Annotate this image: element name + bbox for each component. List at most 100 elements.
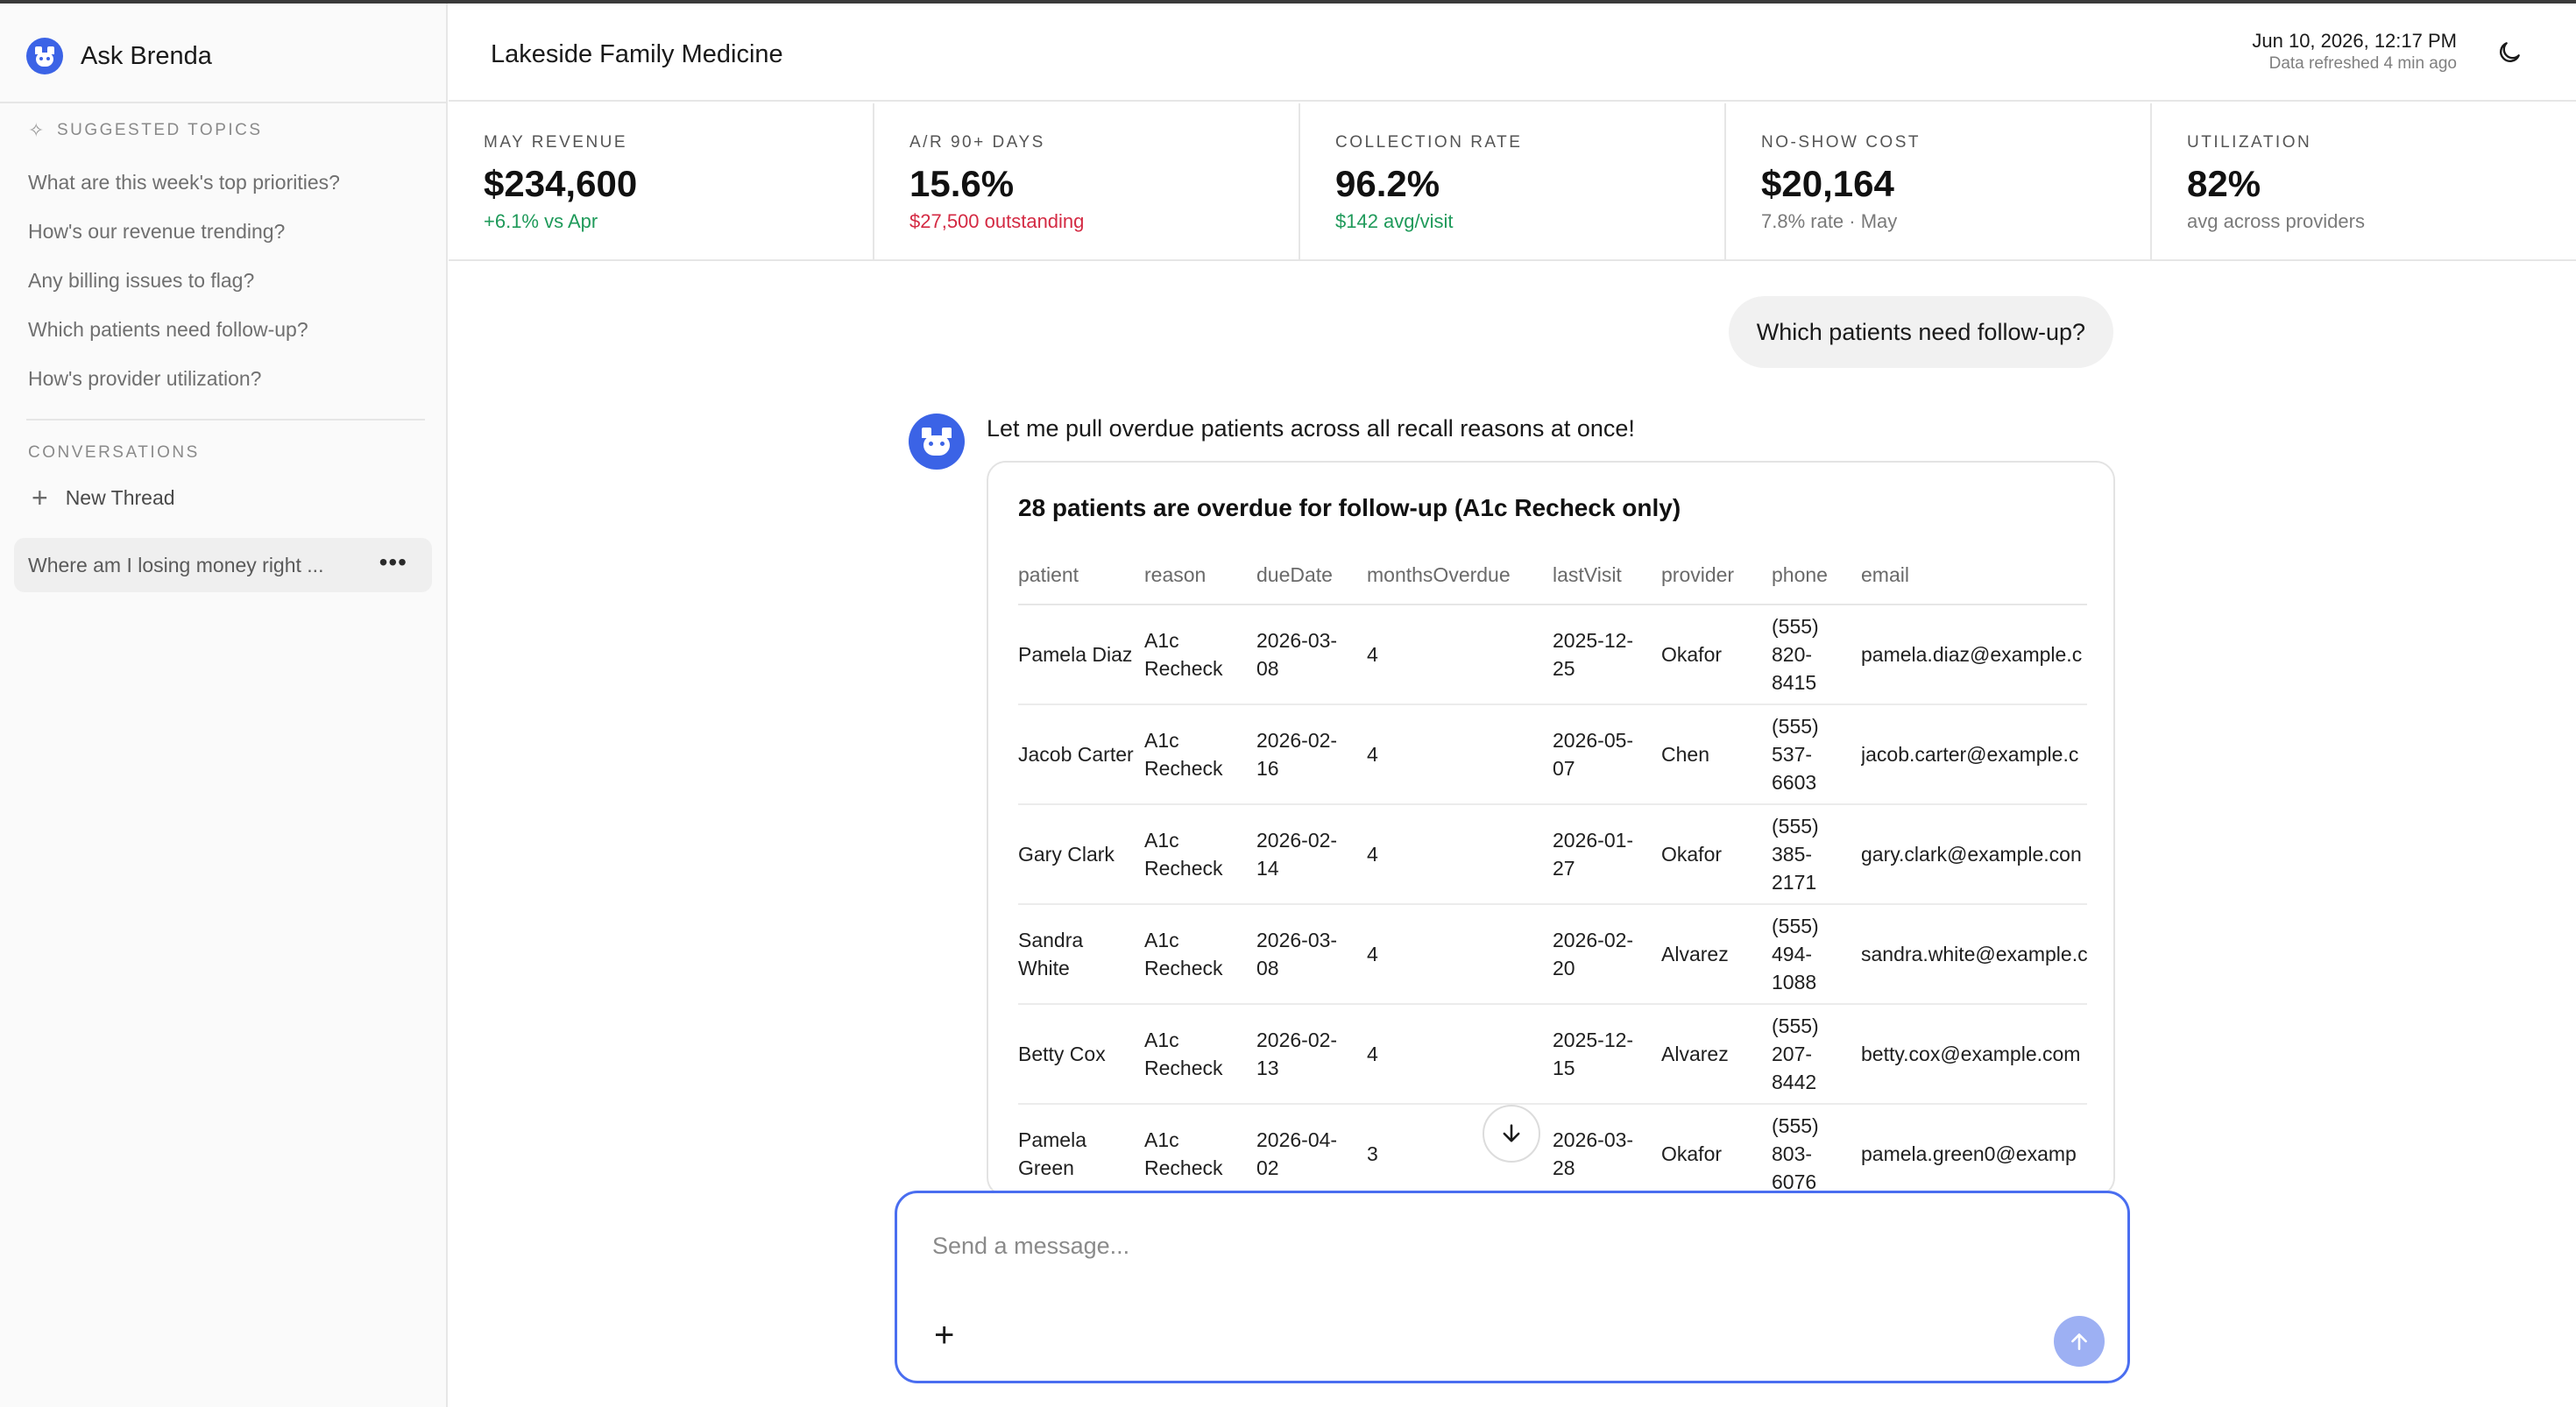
stat-value: 15.6% [909,163,1015,204]
column-header-due-date[interactable]: dueDate [1256,547,1367,605]
user-message-bubble: Which patients need follow-up? [1728,296,2113,368]
table-row: Pamela Diaz A1c Recheck 2026-03-08 4 202… [1018,605,2087,705]
data-refreshed-note: Data refreshed 4 min ago [2268,54,2457,73]
cell-due-date: 2026-03-08 [1256,904,1367,1005]
current-datetime: Jun 10, 2026, 12:17 PM [2252,30,2457,52]
table-row: Jacob Carter A1c Recheck 2026-02-16 4 20… [1018,704,2087,805]
cell-due-date: 2026-04-02 [1256,1104,1367,1195]
assistant-avatar-icon [909,414,965,470]
stat-label: MAY REVENUE [484,133,628,152]
stat-value: $234,600 [484,163,638,204]
conversations-label: CONVERSATIONS [28,443,200,462]
stat-label: UTILIZATION [2187,133,2312,152]
kpi-strip: MAY REVENUE $234,600 +6.1% vs Apr A/R 90… [449,103,2576,261]
moon-icon[interactable] [2495,39,2523,67]
cell-patient: Pamela Green [1018,1104,1144,1195]
cell-email: pamela.diaz@example.c [1861,605,2087,705]
results-card-title: 28 patients are overdue for follow-up (A… [1018,494,1681,521]
plus-icon: + [32,482,48,513]
stat-no-show-cost: NO-SHOW COST $20,164 7.8% rate · May [1726,103,2152,259]
results-table-scroll-area[interactable]: patient reason dueDate monthsOverdue las… [1018,547,2087,1195]
message-input[interactable] [932,1220,2071,1272]
cell-patient: Gary Clark [1018,804,1144,905]
stat-label: A/R 90+ DAYS [909,133,1045,152]
suggested-topic-item[interactable]: What are this week's top priorities? [28,170,340,194]
suggested-topic-item[interactable]: How's our revenue trending? [28,219,286,243]
stat-subtext: $142 avg/visit [1335,210,1454,232]
suggested-topics-label: SUGGESTED TOPICS [56,121,263,139]
conversation-item[interactable]: Where am I losing money right ... ••• [14,538,432,592]
cell-phone: (555) 537-6603 [1772,704,1861,805]
cell-reason: A1c Recheck [1144,704,1256,805]
stat-value: 96.2% [1335,163,1440,204]
data-status: Jun 10, 2026, 12:17 PM Data refreshed 4 … [2252,30,2457,74]
column-header-phone[interactable]: phone [1772,547,1861,605]
cell-last-visit: 2025-12-15 [1553,1004,1661,1105]
brenda-logo-icon [26,38,63,74]
suggested-topics-list: What are this week's top priorities? How… [28,158,340,403]
cell-last-visit: 2026-02-20 [1553,904,1661,1005]
cell-email: gary.clark@example.con [1861,804,2087,905]
stat-ar-90-days: A/R 90+ DAYS 15.6% $27,500 outstanding [874,103,1300,259]
stat-may-revenue: MAY REVENUE $234,600 +6.1% vs Apr [449,103,874,259]
cell-reason: A1c Recheck [1144,1104,1256,1195]
cell-email: pamela.green0@examp [1861,1104,2087,1195]
scroll-to-bottom-button[interactable] [1483,1105,1540,1163]
clinic-name: Lakeside Family Medicine [491,40,783,68]
brand[interactable]: Ask Brenda [26,35,212,77]
cell-patient: Sandra White [1018,904,1144,1005]
column-header-email[interactable]: email [1861,547,2087,605]
attach-button[interactable]: + [934,1316,955,1354]
cell-provider: Okafor [1661,605,1772,705]
table-row: Sandra White A1c Recheck 2026-03-08 4 20… [1018,904,2087,1005]
cell-reason: A1c Recheck [1144,1004,1256,1105]
cell-email: betty.cox@example.com [1861,1004,2087,1105]
table-row: Betty Cox A1c Recheck 2026-02-13 4 2025-… [1018,1004,2087,1105]
column-header-months-overdue[interactable]: monthsOverdue [1367,547,1553,605]
stat-subtext: 7.8% rate · May [1761,210,1898,232]
overdue-patients-table: patient reason dueDate monthsOverdue las… [1018,547,2087,1195]
cell-last-visit: 2026-01-27 [1553,804,1661,905]
sparkle-icon: ✧ [28,119,46,141]
cell-due-date: 2026-02-16 [1256,704,1367,805]
cell-phone: (555) 207-8442 [1772,1004,1861,1105]
divider [0,102,446,103]
column-header-patient[interactable]: patient [1018,547,1144,605]
stat-subtext: $27,500 outstanding [909,210,1085,232]
new-thread-button[interactable]: + New Thread [32,484,175,512]
header: Lakeside Family Medicine Jun 10, 2026, 1… [449,4,2576,102]
send-button[interactable] [2054,1316,2105,1367]
suggested-topic-item[interactable]: Which patients need follow-up? [28,317,308,341]
stat-subtext: avg across providers [2187,210,2365,232]
column-header-last-visit[interactable]: lastVisit [1553,547,1661,605]
more-options-icon[interactable]: ••• [379,548,407,576]
assistant-message-text: Let me pull overdue patients across all … [987,415,1635,442]
column-header-provider[interactable]: provider [1661,547,1772,605]
cell-due-date: 2026-02-14 [1256,804,1367,905]
cell-months-overdue: 4 [1367,605,1553,705]
cell-last-visit: 2026-05-07 [1553,704,1661,805]
cell-phone: (555) 820-8415 [1772,605,1861,705]
cell-last-visit: 2025-12-25 [1553,605,1661,705]
cell-reason: A1c Recheck [1144,904,1256,1005]
arrow-down-icon [1503,1124,1520,1142]
suggested-topic-item[interactable]: How's provider utilization? [28,366,262,390]
cell-due-date: 2026-03-08 [1256,605,1367,705]
cell-phone: (555) 494-1088 [1772,904,1861,1005]
arrow-up-icon [2071,1333,2087,1350]
cell-email: sandra.white@example.c [1861,904,2087,1005]
cell-provider: Alvarez [1661,1004,1772,1105]
cell-provider: Okafor [1661,1104,1772,1195]
cell-months-overdue: 4 [1367,904,1553,1005]
conversations-heading: CONVERSATIONS [28,443,200,463]
sidebar: Ask Brenda ✧ SUGGESTED TOPICS What are t… [0,4,448,1407]
stat-collection-rate: COLLECTION RATE 96.2% $142 avg/visit [1300,103,1726,259]
cell-provider: Okafor [1661,804,1772,905]
suggested-topic-item[interactable]: Any billing issues to flag? [28,268,255,292]
cell-provider: Alvarez [1661,904,1772,1005]
cell-months-overdue: 4 [1367,1004,1553,1105]
brand-name: Ask Brenda [81,41,212,70]
message-composer: + [895,1191,2130,1383]
column-header-reason[interactable]: reason [1144,547,1256,605]
